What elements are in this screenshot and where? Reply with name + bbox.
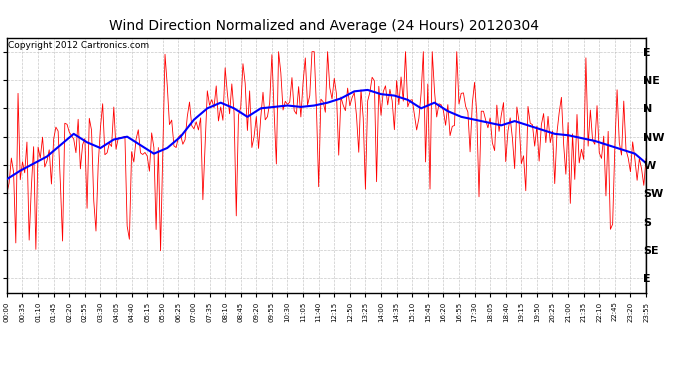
Text: Copyright 2012 Cartronics.com: Copyright 2012 Cartronics.com [8,41,149,50]
Text: Wind Direction Normalized and Average (24 Hours) 20120304: Wind Direction Normalized and Average (2… [109,19,540,33]
